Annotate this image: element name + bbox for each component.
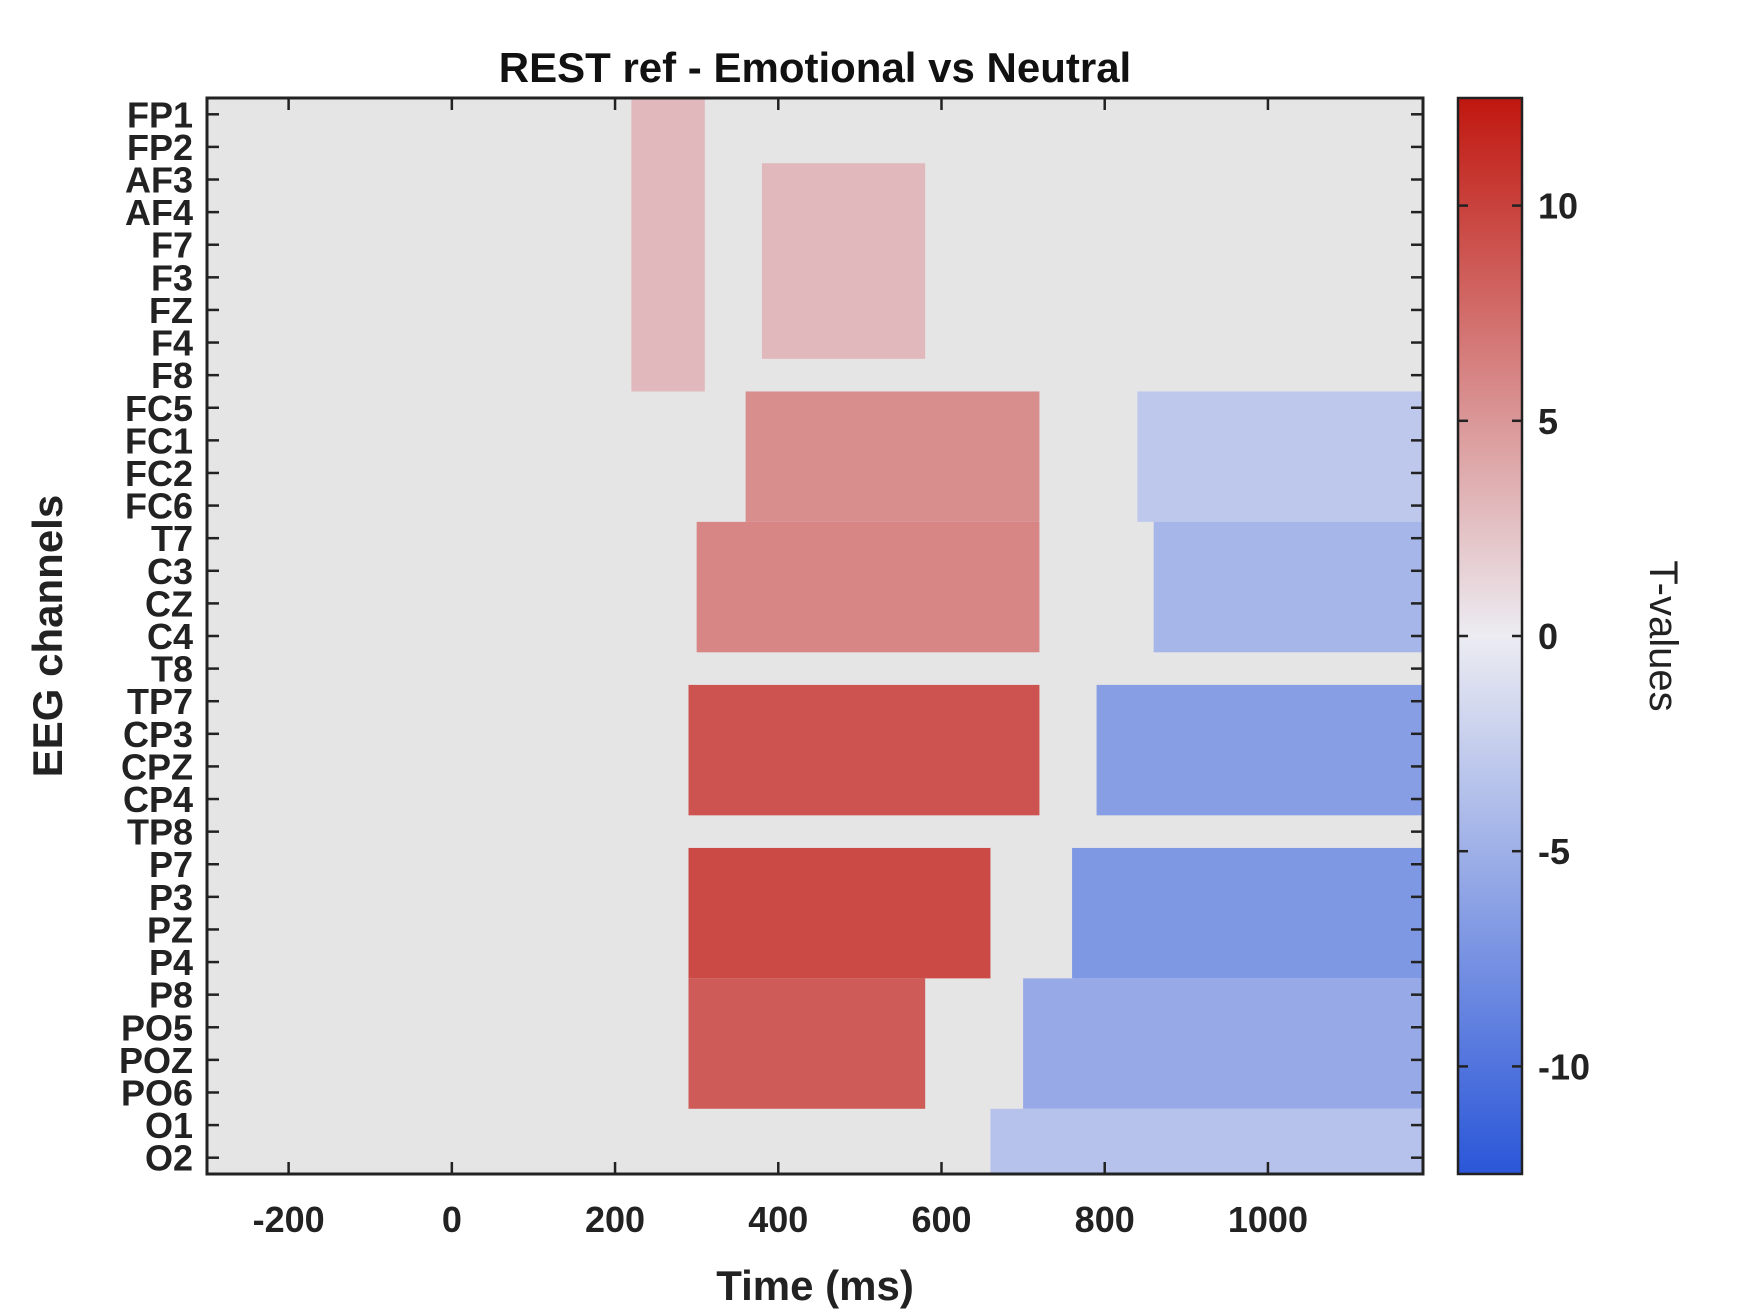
channel-label-af3: AF3 bbox=[125, 160, 193, 201]
x-tick-label: 800 bbox=[1075, 1199, 1135, 1240]
heatmap-cluster-3 bbox=[745, 391, 1040, 522]
channel-label-cp3: CP3 bbox=[123, 714, 193, 755]
x-tick-label: 600 bbox=[911, 1199, 971, 1240]
y-axis-label: EEG channels bbox=[24, 495, 71, 777]
colorbar-tick-label: 0 bbox=[1538, 616, 1558, 657]
channel-label-cpz: CPZ bbox=[121, 746, 193, 787]
channel-label-f7: F7 bbox=[151, 225, 193, 266]
channel-label-p4: P4 bbox=[149, 942, 193, 983]
x-axis-label: Time (ms) bbox=[716, 1262, 914, 1309]
colorbar-tick-label: 5 bbox=[1538, 401, 1558, 442]
x-tick-label: -200 bbox=[253, 1199, 325, 1240]
heatmap-cluster-13 bbox=[990, 1108, 1423, 1174]
heatmap-cluster-11 bbox=[1072, 847, 1423, 979]
channel-label-t8: T8 bbox=[151, 649, 193, 690]
x-tick-label: 200 bbox=[585, 1199, 645, 1240]
channel-label-o1: O1 bbox=[145, 1105, 193, 1146]
channel-label-cp4: CP4 bbox=[123, 779, 193, 820]
colorbar-label: T-values bbox=[1641, 560, 1685, 711]
x-tick-label: 1000 bbox=[1228, 1199, 1308, 1240]
channel-label-fc2: FC2 bbox=[125, 453, 193, 494]
channel-label-po5: PO5 bbox=[121, 1007, 193, 1048]
heatmap-cells bbox=[631, 98, 1423, 1174]
channel-label-fz: FZ bbox=[149, 290, 193, 331]
colorbar-tick-label: -10 bbox=[1538, 1046, 1590, 1087]
colorbar-tick-label: -5 bbox=[1538, 831, 1570, 872]
channel-label-poz: POZ bbox=[119, 1040, 193, 1081]
channel-label-t7: T7 bbox=[151, 518, 193, 559]
x-tick-label: 400 bbox=[748, 1199, 808, 1240]
heatmap-cluster-5 bbox=[688, 684, 1040, 816]
channel-label-p3: P3 bbox=[149, 877, 193, 918]
chart-title: REST ref - Emotional vs Neutral bbox=[499, 44, 1131, 91]
channel-label-po6: PO6 bbox=[121, 1072, 193, 1113]
heatmap-cluster-6 bbox=[688, 847, 991, 979]
channel-label-tp8: TP8 bbox=[127, 812, 193, 853]
x-axis-ticks: -200 0 200 400 600 800 1000 bbox=[253, 98, 1308, 1240]
colorbar-ticks: 10 5 0 -5 -10 bbox=[1458, 186, 1590, 1087]
heatmap-cluster-9 bbox=[1153, 521, 1423, 653]
heatmap-cluster-10 bbox=[1096, 684, 1423, 816]
channel-label-pz: PZ bbox=[147, 909, 193, 950]
channel-label-c4: C4 bbox=[147, 616, 193, 657]
channel-label-f8: F8 bbox=[151, 355, 193, 396]
channel-label-o2: O2 bbox=[145, 1138, 193, 1179]
colorbar-tick-label: 10 bbox=[1538, 186, 1578, 227]
heatmap-cluster-12 bbox=[1023, 978, 1423, 1109]
heatmap-cluster-1 bbox=[631, 98, 705, 392]
channel-label-f3: F3 bbox=[151, 257, 193, 298]
channel-label-fp1: FP1 bbox=[127, 94, 193, 135]
channel-label-c3: C3 bbox=[147, 551, 193, 592]
channel-label-cz: CZ bbox=[145, 583, 193, 624]
channel-label-fc1: FC1 bbox=[125, 420, 193, 461]
heatmap-cluster-4 bbox=[696, 521, 1040, 653]
channel-label-p8: P8 bbox=[149, 975, 193, 1016]
channel-label-f4: F4 bbox=[151, 323, 193, 364]
channel-label-fp2: FP2 bbox=[127, 127, 193, 168]
channel-label-p7: P7 bbox=[149, 844, 193, 885]
channel-label-fc6: FC6 bbox=[125, 486, 193, 527]
channel-label-af4: AF4 bbox=[125, 192, 193, 233]
heatmap-cluster-2 bbox=[761, 163, 926, 359]
heatmap-cluster-7 bbox=[688, 978, 926, 1109]
y-axis-ticks: FP1FP2AF3AF4F7F3FZF4F8FC5FC1FC2FC6T7C3CZ… bbox=[119, 94, 1423, 1179]
channel-label-fc5: FC5 bbox=[125, 388, 193, 429]
x-tick-label: 0 bbox=[442, 1199, 462, 1240]
colorbar bbox=[1456, 96, 1524, 1176]
channel-label-tp7: TP7 bbox=[127, 681, 193, 722]
heatmap-cluster-8 bbox=[1137, 391, 1423, 522]
